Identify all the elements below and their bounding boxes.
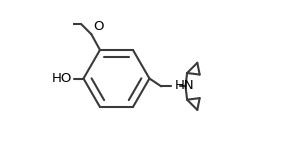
Text: HO: HO xyxy=(52,72,72,85)
Text: HN: HN xyxy=(175,79,194,92)
Text: O: O xyxy=(94,20,104,33)
